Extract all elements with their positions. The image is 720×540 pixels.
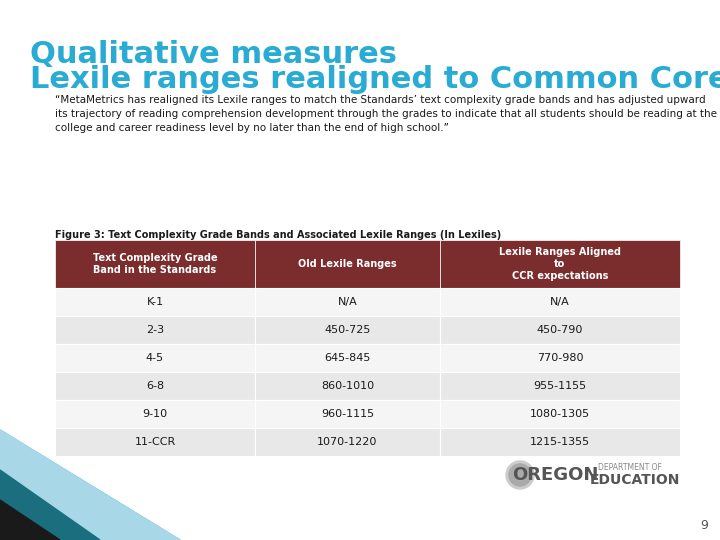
Text: 9: 9 [700, 519, 708, 532]
FancyBboxPatch shape [55, 344, 255, 372]
FancyBboxPatch shape [440, 316, 680, 344]
Text: Text Complexity Grade
Band in the Standards: Text Complexity Grade Band in the Standa… [93, 253, 217, 275]
Polygon shape [0, 430, 180, 540]
FancyBboxPatch shape [55, 316, 255, 344]
FancyBboxPatch shape [440, 428, 680, 456]
Polygon shape [0, 430, 180, 540]
Text: EDUCATION: EDUCATION [590, 473, 680, 487]
FancyBboxPatch shape [440, 288, 680, 316]
Polygon shape [0, 470, 100, 540]
FancyBboxPatch shape [255, 316, 440, 344]
Text: K-1: K-1 [146, 297, 163, 307]
Text: 1080-1305: 1080-1305 [530, 409, 590, 419]
FancyBboxPatch shape [55, 240, 255, 288]
FancyBboxPatch shape [440, 372, 680, 400]
Text: Lexile ranges realigned to Common Core: Lexile ranges realigned to Common Core [30, 65, 720, 94]
Text: 955-1155: 955-1155 [534, 381, 587, 391]
FancyBboxPatch shape [55, 372, 255, 400]
FancyBboxPatch shape [440, 344, 680, 372]
FancyBboxPatch shape [255, 400, 440, 428]
FancyBboxPatch shape [255, 344, 440, 372]
Text: OREGON: OREGON [512, 466, 598, 484]
Text: Figure 3: Text Complexity Grade Bands and Associated Lexile Ranges (In Lexiles): Figure 3: Text Complexity Grade Bands an… [55, 230, 501, 240]
FancyBboxPatch shape [440, 400, 680, 428]
FancyBboxPatch shape [440, 240, 680, 288]
Text: 9-10: 9-10 [143, 409, 168, 419]
Text: 770-980: 770-980 [536, 353, 583, 363]
Text: N/A: N/A [550, 297, 570, 307]
FancyBboxPatch shape [55, 288, 255, 316]
Polygon shape [0, 500, 60, 540]
Circle shape [509, 464, 531, 486]
Text: 450-790: 450-790 [537, 325, 583, 335]
Text: Qualitative measures: Qualitative measures [30, 40, 397, 69]
FancyBboxPatch shape [55, 400, 255, 428]
Text: DEPARTMENT OF: DEPARTMENT OF [598, 463, 662, 472]
FancyBboxPatch shape [255, 288, 440, 316]
Text: 11-CCR: 11-CCR [135, 437, 176, 447]
Text: 450-725: 450-725 [324, 325, 371, 335]
Text: 860-1010: 860-1010 [321, 381, 374, 391]
Text: 1215-1355: 1215-1355 [530, 437, 590, 447]
Text: 6-8: 6-8 [146, 381, 164, 391]
Text: “MetaMetrics has realigned its Lexile ranges to match the Standards’ text comple: “MetaMetrics has realigned its Lexile ra… [55, 95, 717, 133]
Circle shape [506, 461, 534, 489]
FancyBboxPatch shape [255, 372, 440, 400]
FancyBboxPatch shape [255, 240, 440, 288]
FancyBboxPatch shape [55, 428, 255, 456]
Text: 1070-1220: 1070-1220 [318, 437, 378, 447]
Text: 645-845: 645-845 [324, 353, 371, 363]
Text: Lexile Ranges Aligned
to
CCR expectations: Lexile Ranges Aligned to CCR expectation… [499, 247, 621, 281]
Text: 960-1115: 960-1115 [321, 409, 374, 419]
Text: N/A: N/A [338, 297, 357, 307]
Text: 4-5: 4-5 [146, 353, 164, 363]
FancyBboxPatch shape [255, 428, 440, 456]
Text: 2-3: 2-3 [146, 325, 164, 335]
Text: Old Lexile Ranges: Old Lexile Ranges [298, 259, 397, 269]
